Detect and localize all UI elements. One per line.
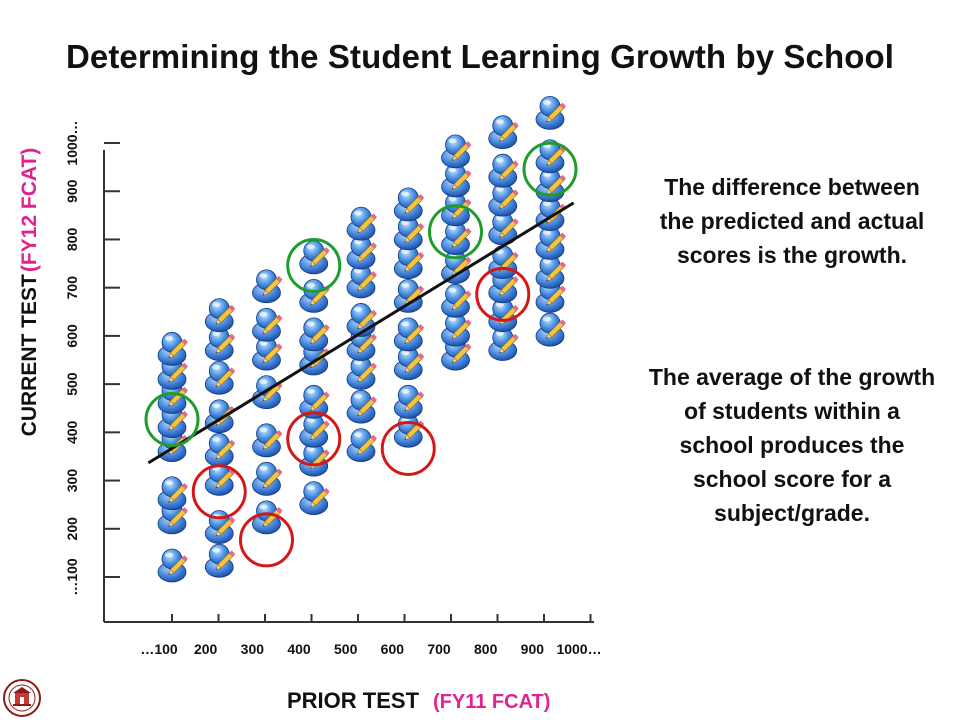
student-pencil-icon: [299, 481, 331, 516]
student-pencil-icon: [441, 134, 473, 169]
student-pencil-icon: [252, 375, 284, 410]
y-tick-label: 300: [64, 469, 80, 493]
x-tick-label: 800: [474, 641, 498, 657]
y-axis-title: CURRENT TEST: [18, 274, 41, 437]
student-pencil-icon: [535, 95, 567, 130]
student-pencil-icon: [299, 240, 331, 275]
y-axis-label: CURRENT TEST(FY12 FCAT): [18, 148, 42, 437]
student-pencil-icon: [157, 476, 189, 511]
student-pencil-icon: [299, 317, 331, 352]
student-pencil-icon: [441, 283, 473, 318]
student-pencil-icon: [393, 346, 425, 381]
page-title: Determining the Student Learning Growth …: [65, 38, 895, 75]
x-tick-label: 900: [521, 641, 545, 657]
explanation-growth: The difference between the predicted and…: [659, 174, 925, 268]
x-tick-label: 200: [194, 641, 218, 657]
student-pencil-icon: [346, 206, 378, 241]
student-pencil-icon: [393, 245, 425, 280]
growth-above-circle: [286, 237, 342, 293]
student-pencil-icon: [393, 384, 425, 419]
growth-above-circle: [522, 141, 578, 197]
student-pencil-icon: [204, 543, 236, 578]
student-pencil-icon: [252, 423, 284, 458]
student-pencil-icon: [252, 461, 284, 496]
y-tick-label: 500: [64, 372, 80, 396]
student-pencil-icon: [346, 389, 378, 424]
y-tick-label: 600: [64, 324, 80, 348]
y-tick-label: 800: [64, 228, 80, 252]
student-pencil-icon: [252, 307, 284, 342]
growth-above-circle: [428, 204, 483, 260]
student-pencil-icon: [535, 225, 567, 260]
y-tick-label: 400: [64, 420, 80, 444]
growth-below-circle: [286, 411, 342, 467]
y-tick-label: 700: [64, 276, 80, 300]
student-pencil-icon: [204, 432, 236, 467]
student-pencil-icon: [252, 336, 284, 371]
student-pencil-icon: [299, 413, 331, 448]
student-pencil-icon: [535, 312, 567, 347]
student-pencil-icon: [441, 221, 473, 256]
student-pencil-icon: [204, 327, 236, 362]
growth-below-circle: [380, 420, 436, 476]
explanation-school-score: The average of the growth of students wi…: [648, 364, 936, 526]
student-pencil-icon: [204, 399, 236, 434]
x-axis-title: PRIOR TEST: [287, 688, 420, 713]
student-pencil-icon: [346, 235, 378, 270]
x-tick-label: …100: [140, 641, 178, 657]
x-axis-label: PRIOR TEST (FY11 FCAT): [287, 688, 550, 714]
regression-line: [147, 201, 575, 465]
x-tick-label: 300: [241, 641, 265, 657]
student-pencil-icon: [157, 331, 189, 366]
student-pencil-icon: [535, 197, 567, 232]
x-tick-label: 500: [334, 641, 358, 657]
student-pencil-icon: [441, 163, 473, 198]
student-pencil-icon: [488, 327, 520, 362]
student-pencil-icon: [488, 182, 520, 217]
student-pencil-icon: [393, 216, 425, 251]
student-pencil-icon: [299, 442, 331, 477]
y-tick-label: 1000…: [64, 120, 80, 165]
student-pencil-icon: [535, 254, 567, 289]
student-pencil-icon: [393, 413, 425, 448]
x-tick-label: 400: [287, 641, 311, 657]
student-pencil-icon: [488, 115, 520, 150]
student-pencil-icon: [488, 153, 520, 188]
y-tick-label: 200: [64, 517, 80, 541]
student-pencil-icon: [441, 312, 473, 347]
x-tick-label: 1000…: [556, 641, 601, 657]
x-tick-label: 700: [427, 641, 451, 657]
student-pencil-icon: [535, 168, 567, 203]
student-pencil-icon: [346, 428, 378, 463]
student-pencil-icon: [346, 264, 378, 299]
y-tick-label: …100: [64, 558, 80, 596]
growth-below-circle: [191, 464, 247, 520]
student-pencil-icon: [204, 298, 236, 333]
x-axis-subtitle: (FY11 FCAT): [433, 691, 551, 713]
y-axis-subtitle: (FY12 FCAT): [18, 147, 41, 273]
student-pencil-icon: [299, 278, 331, 313]
student-pencil-icon: [393, 187, 425, 222]
growth-below-circle: [239, 512, 294, 568]
student-pencil-icon: [488, 298, 520, 333]
student-pencil-icon: [252, 269, 284, 304]
x-tick-label: 600: [381, 641, 405, 657]
student-pencil-icon: [346, 355, 378, 390]
student-pencil-icon: [204, 360, 236, 395]
growth-below-circle: [475, 266, 531, 322]
school-district-logo-icon: [3, 679, 41, 717]
growth-above-circle: [144, 392, 200, 448]
y-tick-label: 900: [64, 179, 80, 203]
student-pencil-icon: [157, 548, 189, 583]
student-pencil-icon: [393, 317, 425, 352]
